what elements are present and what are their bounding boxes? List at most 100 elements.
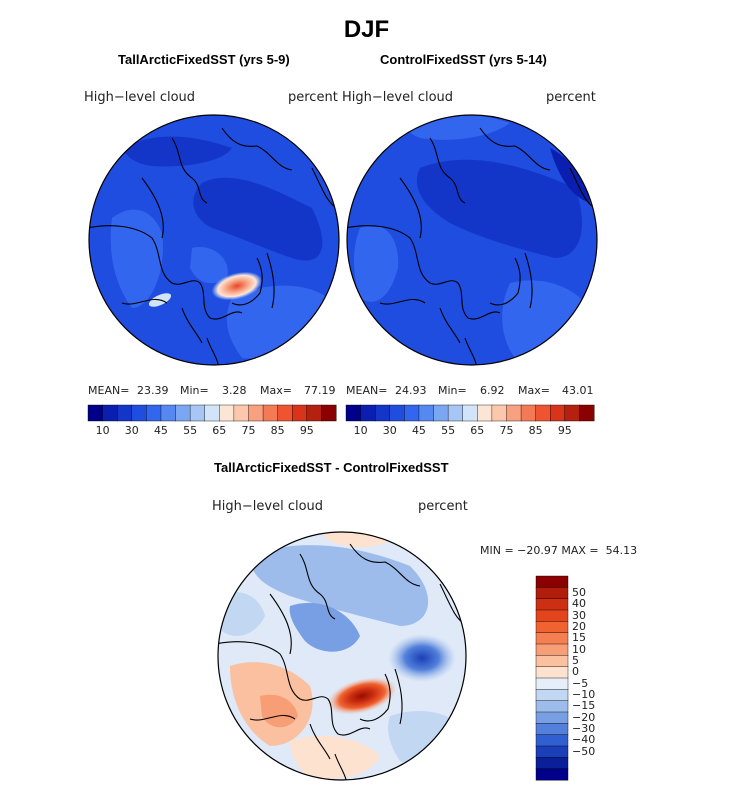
panel1-field-dark <box>193 177 323 261</box>
panel1-colorbar-swatch <box>189 404 206 422</box>
panel3-colorbar-ticks: 50 40 30 20 15 10 5 0 −5 −10 −15 −20 −30 −40 −50 <box>570 576 610 780</box>
panel2-colorbar-swatch <box>374 404 391 422</box>
panel2-variable-label: High−level cloud <box>342 90 454 105</box>
panel3-colorbar-tick-label: −50 <box>572 744 596 758</box>
panel2-colorbar-tick-label: 30 <box>382 424 397 437</box>
panel3-coastlines <box>218 543 466 780</box>
panel1-min-label: Min= <box>180 384 209 397</box>
panel1-mean-label: MEAN= <box>88 384 130 397</box>
panel3-field-blue-north <box>250 545 429 626</box>
panel2-field-dark <box>416 159 583 258</box>
panel1-colorbar-swatch <box>277 404 293 422</box>
panel2-colorbar-swatch <box>506 404 522 422</box>
panel3-colorbar-swatch <box>535 598 569 611</box>
panel3-coldspot <box>388 634 456 682</box>
panel1-colorbar-swatch <box>292 404 308 422</box>
panel3-colorbar-swatch <box>535 587 569 600</box>
panel3-colorbar-swatch <box>535 700 569 713</box>
panel2-colorbar-tick-label: 65 <box>470 424 485 437</box>
panel3-map <box>217 531 467 781</box>
panel3-colorbar-swatch <box>535 643 569 656</box>
panel2-colorbar-swatch <box>550 404 566 422</box>
panel3-colorbar-tick-label: −40 <box>572 733 596 747</box>
panel2-colorbar-swatch <box>477 404 493 422</box>
panel1-colorbar-swatch <box>219 404 235 422</box>
panel1-colorbar-swatch <box>131 404 147 422</box>
panel3-colorbar-swatch <box>535 734 569 747</box>
panel2-colorbar-tick-label: 95 <box>557 424 572 437</box>
panel2-colorbar <box>345 404 595 422</box>
panel3-title: TallArcticFixedSST - ControlFixedSST <box>214 460 449 475</box>
panel2-colorbar-tick-label: 75 <box>499 424 514 437</box>
panel3-colorbar-tick-label: −20 <box>572 710 596 724</box>
panel3-colorbar-swatch <box>535 689 569 702</box>
panel2-colorbar-swatch <box>535 404 551 422</box>
panel1-min-value: 3.28 <box>222 384 247 397</box>
panel1-colorbar-tick-label: 30 <box>124 424 139 437</box>
panel3-colorbar-tick-label: 0 <box>572 665 579 679</box>
panel3-units-label: percent <box>418 499 468 514</box>
panel1-field-light3 <box>190 247 228 284</box>
panel2-mean-value: 24.93 <box>395 384 427 397</box>
panel2-colorbar-swatch <box>579 404 595 422</box>
panel3-hotspot <box>326 677 398 715</box>
panel3-colorbar-swatch <box>535 575 569 588</box>
panel3-colorbar-tick-label: −15 <box>572 699 596 713</box>
panel3-colorbar-tick-label: 50 <box>572 586 586 599</box>
panel3-colorbar-tick-label: 15 <box>572 631 586 645</box>
panel2-colorbar-swatch <box>491 404 507 422</box>
panel2-max-value: 43.01 <box>562 384 594 397</box>
panel3-variable-label: High−level cloud <box>212 499 324 514</box>
panel1-colorbar-tick-label: 65 <box>212 424 227 437</box>
panel1-colorbar-tick-label: 95 <box>299 424 314 437</box>
panel3-colorbar-swatch <box>535 666 569 679</box>
panel2-colorbar-swatch <box>447 404 464 422</box>
panel3-colorbar <box>535 575 569 781</box>
panel1-colorbar-swatch <box>175 404 191 422</box>
panel1-max-label: Max= <box>260 384 292 397</box>
panel1-colorbar-swatch <box>248 404 264 422</box>
panel1-colorbar <box>87 404 337 422</box>
figure-title: DJF <box>343 16 390 43</box>
panel1-colorbar-swatch <box>204 404 220 422</box>
panel2-colorbar-ticks: 10 30 45 55 65 75 85 95 <box>346 424 594 438</box>
panel1-colorbar-tick-label: 10 <box>95 424 110 437</box>
panel3-colorbar-swatch <box>535 621 569 634</box>
panel2-colorbar-swatch <box>564 404 580 422</box>
panel2-colorbar-tick-label: 85 <box>528 424 543 437</box>
panel3-field-blue-mid <box>289 602 360 652</box>
panel2-max-label: Max= <box>518 384 550 397</box>
panel2-map <box>346 114 598 366</box>
panel3-colorbar-swatch <box>535 609 569 622</box>
panel2-colorbar-swatch <box>520 404 537 422</box>
panel3-colorbar-swatch <box>535 745 569 758</box>
panel1-colorbar-swatch <box>102 404 118 422</box>
panel3-colorbar-tick-label: 10 <box>572 642 586 656</box>
panel3-field-blue-west <box>220 592 265 636</box>
panel2-colorbar-swatch <box>404 404 420 422</box>
panel1-colorbar-swatch <box>146 404 162 422</box>
panel2-mean-label: MEAN= <box>346 384 388 397</box>
panel2-field-light <box>354 225 399 302</box>
panel2-colorbar-tick-label: 45 <box>411 424 426 437</box>
panel2-units-label: percent <box>546 90 596 105</box>
panel1-colorbar-tick-label: 45 <box>153 424 168 437</box>
panel3-colorbar-swatch <box>535 723 569 736</box>
panel2-coastlines <box>347 127 596 365</box>
panel3-colorbar-tick-label: 40 <box>572 597 586 611</box>
panel3-colorbar-tick-label: 5 <box>572 654 579 667</box>
panel1-colorbar-tick-label: 75 <box>241 424 256 437</box>
panel3-colorbar-swatch <box>535 768 569 781</box>
panel1-colorbar-tick-label: 55 <box>183 424 198 437</box>
panel1-title: TallArcticFixedSST (yrs 5-9) <box>118 52 290 67</box>
panel1-colorbar-swatch <box>116 404 133 422</box>
panel2-colorbar-swatch <box>389 404 405 422</box>
panel3-minmax-text: MIN = −20.97 MAX = 54.13 <box>480 544 638 557</box>
panel3-field-red-bottom <box>290 736 380 779</box>
panel2-colorbar-tick-label: 55 <box>441 424 456 437</box>
panel3-field-red-south2 <box>260 694 298 728</box>
panel1-colorbar-swatch <box>321 404 337 422</box>
panel2-min-label: Min= <box>438 384 467 397</box>
panel2-title: ControlFixedSST (yrs 5-14) <box>380 52 547 67</box>
panel3-colorbar-swatch <box>535 677 569 690</box>
